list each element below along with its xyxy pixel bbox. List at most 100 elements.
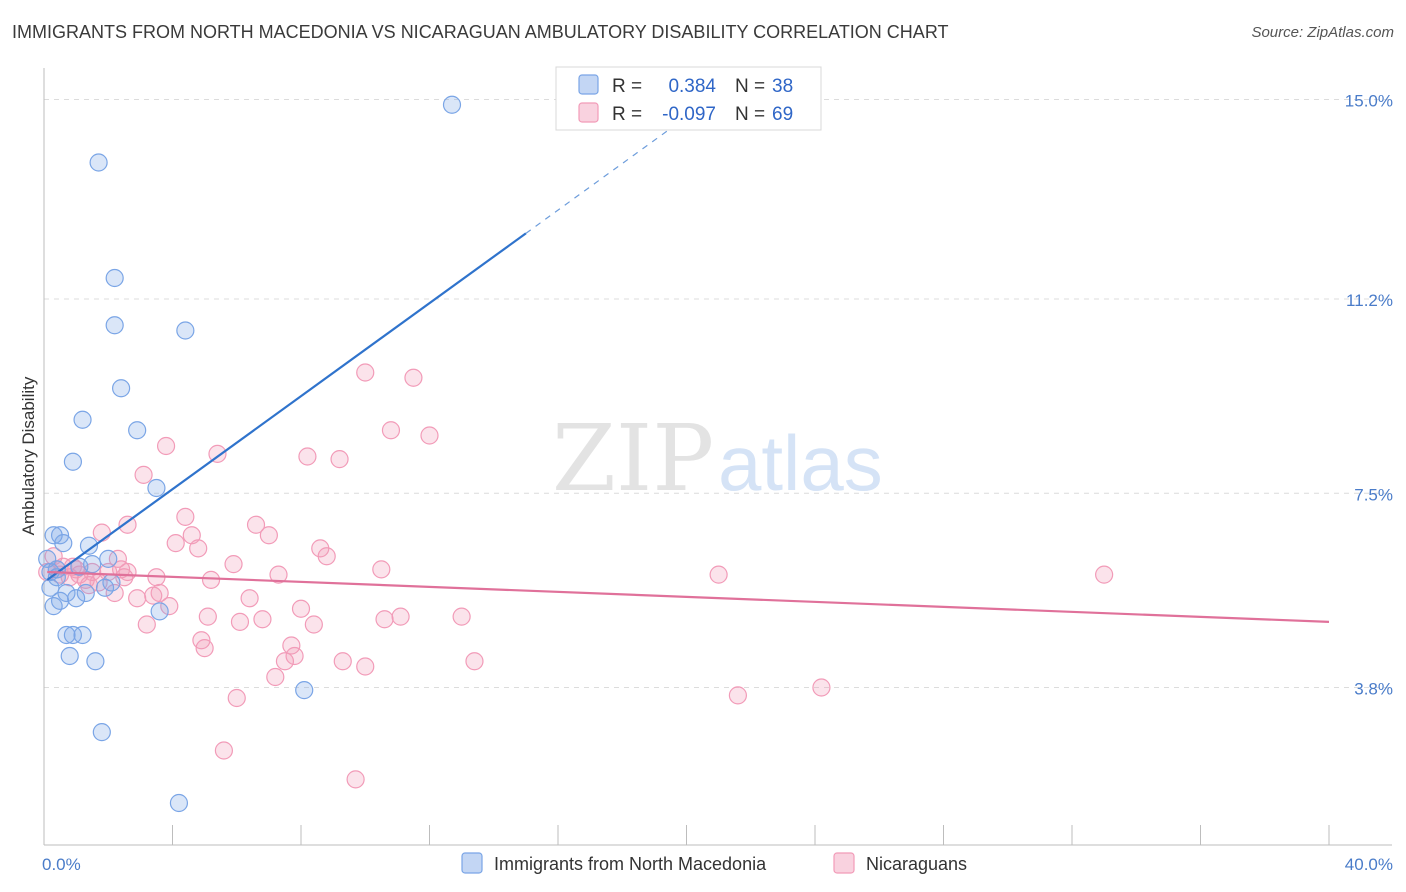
point-nicaraguan-21	[128, 589, 147, 608]
legend-swatch-blue	[578, 74, 599, 95]
y-tick-labels: 3.8% 7.5% 11.2% 15.0%	[1345, 92, 1393, 699]
point-nicaraguan-26	[150, 583, 169, 603]
x-tick-labels: 0.0% 40.0%	[42, 855, 1393, 874]
y-tick-label-3: 15.0%	[1345, 92, 1393, 111]
point-macedonia-28	[105, 268, 124, 288]
point-macedonia-13	[63, 452, 83, 471]
point-nicaraguan-69	[709, 565, 728, 584]
point-nicaraguan-60	[356, 363, 375, 382]
legend-r-value-pink: -0.097	[662, 104, 716, 125]
point-nicaraguan-72	[1095, 565, 1114, 584]
series-legend-label-pink: Nicaraguans	[866, 854, 967, 874]
point-macedonia-30	[128, 421, 147, 440]
point-nicaraguan-55	[317, 547, 336, 566]
legend-box	[555, 66, 822, 131]
point-nicaraguan-32	[189, 539, 208, 558]
point-nicaraguan-49	[282, 636, 301, 655]
point-nicaraguan-46	[266, 667, 285, 687]
point-nicaraguan-67	[452, 607, 471, 626]
legend-r-value-blue: 0.384	[668, 76, 716, 97]
grid	[44, 99, 1392, 688]
point-macedonia-16	[73, 625, 92, 645]
trend-line-macedonia	[46, 232, 527, 581]
point-macedonia-25	[99, 549, 118, 568]
point-macedonia-33	[169, 793, 189, 813]
series-legend-label-blue: Immigrants from North Macedonia	[494, 854, 767, 874]
point-macedonia-10	[57, 583, 76, 603]
point-nicaraguan-34	[195, 639, 214, 658]
point-macedonia-11	[60, 646, 79, 666]
point-nicaraguan-15	[105, 583, 124, 603]
y-tick-label-1: 7.5%	[1354, 485, 1393, 504]
point-macedonia-26	[102, 573, 121, 592]
point-macedonia-14	[67, 589, 86, 608]
point-nicaraguan-29	[166, 534, 185, 553]
point-nicaraguan-66	[420, 426, 439, 445]
point-nicaraguan-16	[108, 549, 127, 568]
point-nicaraguan-42	[240, 589, 259, 608]
point-macedonia-35	[295, 681, 314, 700]
point-nicaraguan-44	[253, 610, 272, 629]
point-nicaraguan-56	[330, 450, 349, 469]
point-macedonia-12	[63, 625, 83, 645]
chart-source: Source: ZipAtlas.com	[1251, 24, 1394, 41]
point-nicaraguan-39	[224, 555, 243, 574]
legend-swatch-pink	[578, 102, 599, 123]
point-nicaraguan-23	[137, 615, 156, 634]
point-nicaraguan-30	[176, 507, 195, 526]
point-macedonia-9	[57, 625, 76, 645]
legend-n-value-pink: 69	[772, 104, 793, 125]
y-axis-label: Ambulatory Disability	[19, 376, 38, 535]
point-nicaraguan-50	[285, 646, 304, 666]
point-nicaraguan-65	[404, 368, 423, 387]
point-nicaraguan-40	[227, 688, 246, 708]
point-macedonia-17	[73, 410, 92, 429]
point-nicaraguan-53	[304, 615, 323, 634]
point-macedonia-21	[86, 652, 105, 671]
point-nicaraguan-20	[118, 515, 137, 534]
legend-r-label-pink: R =	[612, 104, 642, 125]
point-macedonia-32	[150, 602, 169, 621]
point-macedonia-22	[89, 153, 108, 172]
point-macedonia-29	[111, 379, 131, 398]
point-macedonia-31	[147, 478, 166, 498]
trend-lines	[46, 109, 1330, 623]
point-nicaraguan-28	[160, 597, 179, 616]
y-tick-label-2: 11.2%	[1346, 291, 1393, 310]
point-nicaraguan-19	[118, 562, 137, 582]
legend-n-value-blue: 38	[772, 76, 793, 97]
point-nicaraguan-13	[92, 523, 111, 542]
point-nicaraguan-63	[381, 421, 401, 440]
point-nicaraguan-64	[391, 607, 410, 626]
point-nicaraguan-59	[356, 657, 375, 676]
point-nicaraguan-61	[372, 560, 391, 579]
watermark: ZIP atlas	[552, 405, 883, 512]
point-macedonia-8	[54, 534, 73, 553]
point-nicaraguan-47	[269, 565, 288, 584]
point-nicaraguan-71	[812, 678, 831, 697]
axes	[43, 68, 1392, 846]
series-legend: Immigrants from North Macedonia Nicaragu…	[461, 852, 967, 874]
point-nicaraguan-48	[275, 652, 295, 671]
point-macedonia-19	[79, 536, 99, 555]
point-macedonia-1	[41, 578, 60, 597]
point-nicaraguan-37	[208, 444, 227, 463]
series-legend-swatch-pink	[833, 852, 855, 874]
point-nicaraguan-62	[375, 610, 394, 629]
point-macedonia-34	[176, 321, 195, 340]
x-tick-label-1: 40.0%	[1345, 855, 1393, 874]
point-macedonia-27	[105, 316, 124, 335]
legend-n-label-blue: N =	[735, 76, 765, 97]
watermark-zip: ZIP	[552, 405, 714, 512]
point-nicaraguan-41	[230, 612, 250, 631]
point-nicaraguan-57	[333, 652, 352, 671]
point-nicaraguan-38	[214, 741, 233, 760]
y-tick-label-0: 3.8%	[1354, 680, 1393, 699]
watermark-atlas: atlas	[718, 419, 883, 507]
point-macedonia-23	[92, 723, 111, 742]
point-nicaraguan-58	[346, 770, 365, 789]
point-nicaraguan-52	[298, 447, 317, 466]
point-nicaraguan-35	[198, 607, 217, 626]
x-tick-label-0: 0.0%	[42, 855, 81, 874]
